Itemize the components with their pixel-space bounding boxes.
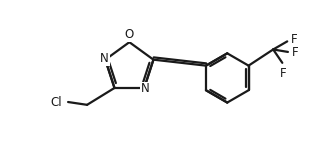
Text: N: N bbox=[141, 82, 149, 95]
Text: N: N bbox=[100, 52, 109, 65]
Text: F: F bbox=[291, 46, 298, 59]
Text: O: O bbox=[125, 29, 134, 41]
Text: F: F bbox=[280, 67, 286, 80]
Text: F: F bbox=[291, 33, 298, 46]
Text: Cl: Cl bbox=[50, 96, 62, 108]
